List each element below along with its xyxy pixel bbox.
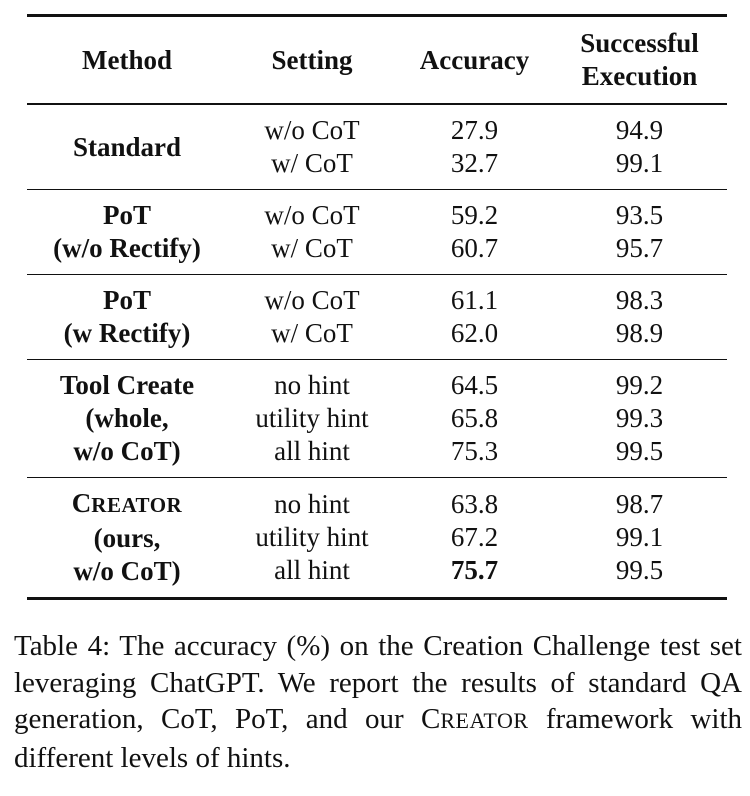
execution-value: 98.7 — [615, 489, 664, 519]
execution-cell: 98.3 98.9 — [552, 275, 727, 360]
caption-text-part2: framework with different levels of hints… — [14, 703, 742, 774]
method-name-line: PoT — [102, 200, 151, 230]
caption-text-part1: Table 4: The accuracy (%) on the Creatio… — [14, 630, 742, 735]
setting-cell: w/o CoT w/ CoT — [227, 104, 397, 190]
accuracy-cell: 61.1 62.0 — [397, 275, 552, 360]
header-execution-line1: Successful — [580, 28, 699, 58]
table-row-group: PoT (w/o Rectify) w/o CoT w/ CoT 59.2 60.7 93.… — [27, 190, 727, 275]
method-cell: PoT (w Rectify) — [27, 275, 227, 360]
accuracy-cell: 59.2 60.7 — [397, 190, 552, 275]
method-name-line: (w/o Rectify) — [53, 233, 201, 263]
execution-cell: 94.9 99.1 — [552, 104, 727, 190]
method-cell: PoT (w/o Rectify) — [27, 190, 227, 275]
method-name-line: w/o CoT) — [73, 436, 181, 466]
method-cell: CREATOR (ours, w/o CoT) — [27, 478, 227, 599]
header-execution-line2: Execution — [581, 61, 698, 91]
setting-value: no hint — [274, 489, 350, 519]
accuracy-cell: 64.5 65.8 75.3 — [397, 360, 552, 478]
header-successful-execution: Successful Execution — [552, 16, 727, 105]
setting-value: utility hint — [255, 403, 369, 433]
execution-value: 99.3 — [615, 403, 664, 433]
setting-value: w/ CoT — [271, 233, 353, 263]
table-body: Standard w/o CoT w/ CoT 27.9 32.7 94.9 99.1 PoT… — [27, 104, 727, 599]
execution-value: 98.9 — [615, 318, 664, 348]
method-name-line: (ours, — [93, 523, 161, 553]
setting-value: all hint — [274, 555, 350, 585]
accuracy-value: 75.3 — [450, 436, 499, 466]
accuracy-value: 59.2 — [450, 200, 499, 230]
method-cell: Standard — [27, 104, 227, 190]
execution-value: 99.2 — [615, 370, 664, 400]
caption-creator-name: CREATOR — [421, 703, 529, 735]
accuracy-value: 64.5 — [450, 370, 499, 400]
method-name-line: (w Rectify) — [63, 318, 191, 348]
accuracy-value: 61.1 — [450, 285, 499, 315]
accuracy-value: 75.7 — [450, 555, 499, 585]
header-setting: Setting — [271, 44, 353, 75]
table-row-group: Standard w/o CoT w/ CoT 27.9 32.7 94.9 99.1 — [27, 104, 727, 190]
setting-value: no hint — [274, 370, 350, 400]
results-table-container: Method Setting Accuracy Successful Execu… — [27, 14, 727, 600]
execution-value: 99.5 — [615, 555, 664, 585]
setting-value: w/ CoT — [271, 148, 353, 178]
setting-cell: no hint utility hint all hint — [227, 478, 397, 599]
table-row-group: CREATOR (ours, w/o CoT) no hint utility hint… — [27, 478, 727, 599]
method-cell: Tool Create (whole, w/o CoT) — [27, 360, 227, 478]
execution-value: 99.1 — [615, 522, 664, 552]
table-caption: Table 4: The accuracy (%) on the Creatio… — [14, 628, 742, 776]
accuracy-value: 27.9 — [450, 115, 499, 145]
accuracy-value: 65.8 — [450, 403, 499, 433]
accuracy-value: 63.8 — [450, 489, 499, 519]
setting-value: all hint — [274, 436, 350, 466]
execution-cell: 98.7 99.1 99.5 — [552, 478, 727, 599]
method-name-line: Standard — [72, 131, 182, 162]
method-name-line: w/o CoT) — [73, 556, 181, 586]
execution-value: 95.7 — [615, 233, 664, 263]
accuracy-value: 67.2 — [450, 522, 499, 552]
setting-value: utility hint — [255, 522, 369, 552]
results-table: Method Setting Accuracy Successful Execu… — [27, 14, 727, 600]
table-header-row: Method Setting Accuracy Successful Execu… — [27, 15, 727, 105]
execution-cell: 93.5 95.7 — [552, 190, 727, 275]
method-name-line: Tool Create — [59, 370, 195, 400]
setting-cell: w/o CoT w/ CoT — [227, 190, 397, 275]
header-method: Method — [82, 44, 172, 75]
execution-value: 93.5 — [615, 200, 664, 230]
method-name-line: CREATOR — [71, 488, 183, 518]
accuracy-value: 32.7 — [450, 148, 499, 178]
method-name-line: PoT — [102, 285, 151, 315]
setting-value: w/ CoT — [271, 318, 353, 348]
setting-cell: w/o CoT w/ CoT — [227, 275, 397, 360]
execution-value: 99.5 — [615, 436, 664, 466]
accuracy-cell: 63.8 67.2 75.7 — [397, 478, 552, 599]
setting-value: w/o CoT — [264, 285, 360, 315]
accuracy-value: 62.0 — [450, 318, 499, 348]
table-row-group: PoT (w Rectify) w/o CoT w/ CoT 61.1 62.0 98.3 9… — [27, 275, 727, 360]
setting-value: w/o CoT — [264, 200, 360, 230]
accuracy-value: 60.7 — [450, 233, 499, 263]
execution-value: 99.1 — [615, 148, 664, 178]
setting-value: w/o CoT — [264, 115, 360, 145]
execution-value: 94.9 — [615, 115, 664, 145]
setting-cell: no hint utility hint all hint — [227, 360, 397, 478]
method-name-line: (whole, — [85, 403, 169, 433]
accuracy-cell: 27.9 32.7 — [397, 104, 552, 190]
header-accuracy: Accuracy — [419, 44, 530, 75]
execution-value: 98.3 — [615, 285, 664, 315]
execution-cell: 99.2 99.3 99.5 — [552, 360, 727, 478]
table-row-group: Tool Create (whole, w/o CoT) no hint utility… — [27, 360, 727, 478]
